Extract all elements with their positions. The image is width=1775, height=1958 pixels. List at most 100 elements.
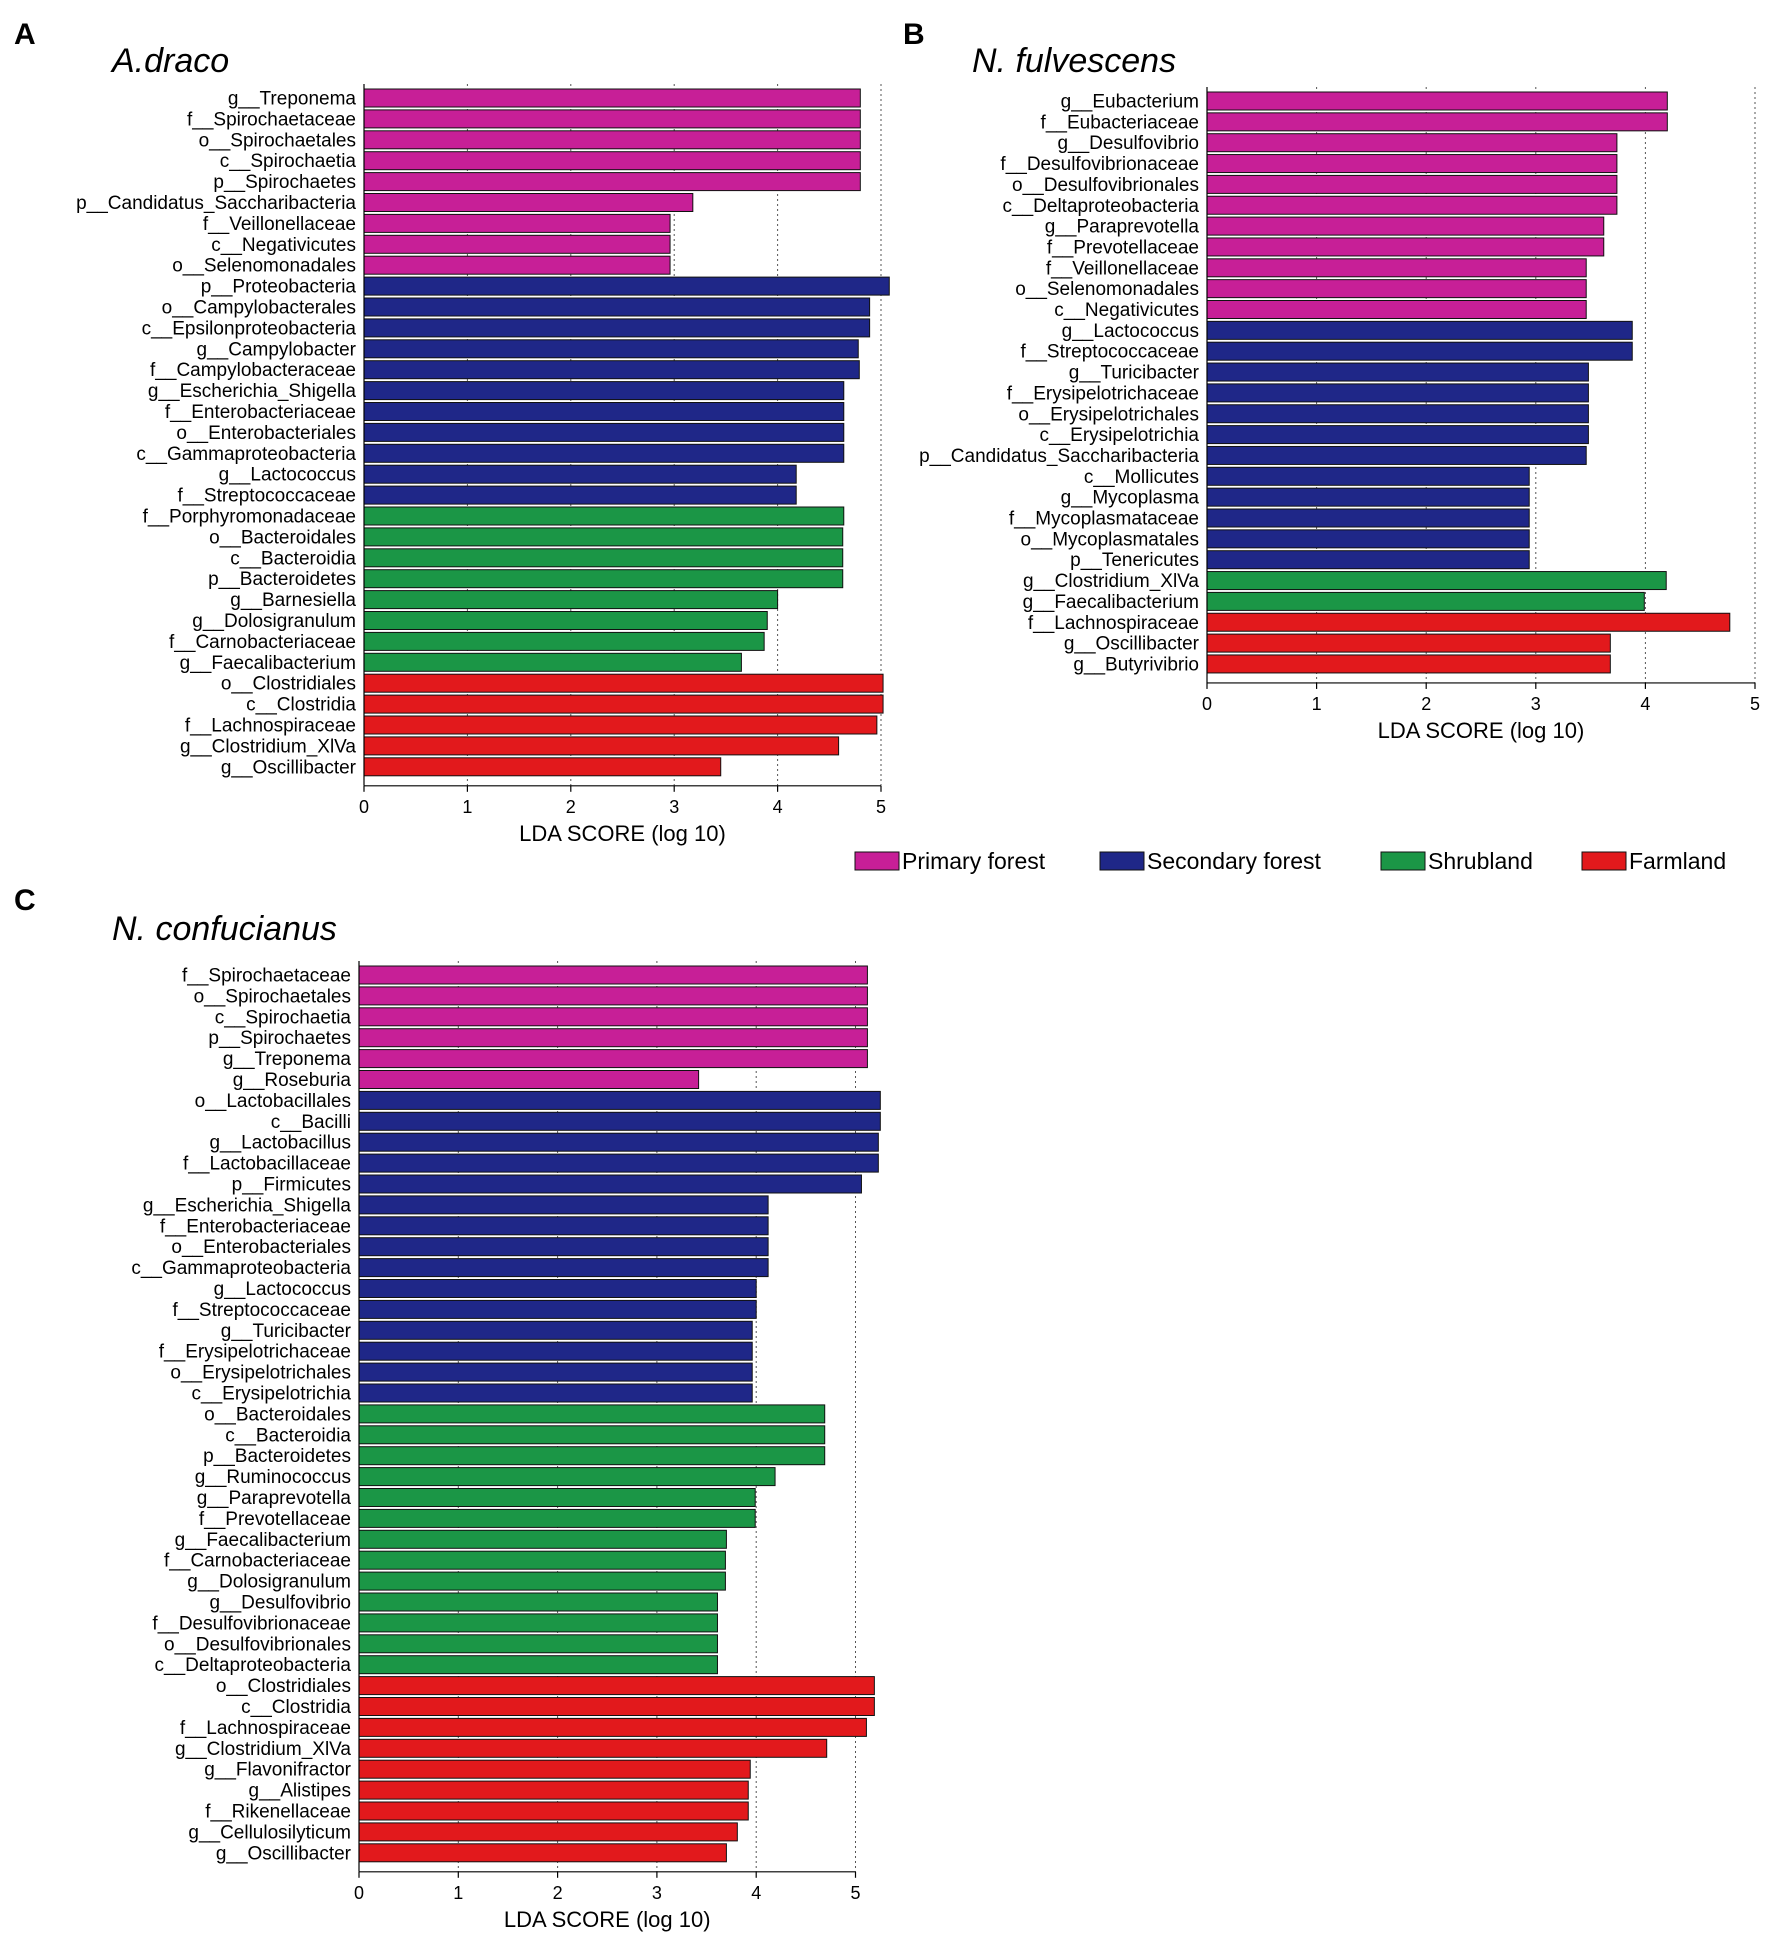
bar bbox=[358, 1132, 879, 1152]
category-label: c__Deltaproteobacteria bbox=[155, 1655, 352, 1676]
category-label: g__Escherichia_Shigella bbox=[143, 1195, 352, 1216]
category-label: g__Desulfovibrio bbox=[1057, 133, 1199, 154]
category-label: c__Spirochaetia bbox=[220, 151, 357, 172]
bar bbox=[1206, 508, 1530, 528]
bar bbox=[363, 673, 884, 693]
legend-label: Farmland bbox=[1629, 848, 1726, 874]
bar bbox=[363, 736, 840, 756]
bar bbox=[363, 548, 844, 568]
category-label: g__Faecalibacterium bbox=[180, 653, 356, 674]
category-label: o__Enterobacteriales bbox=[171, 1237, 351, 1258]
x-tick-label: 5 bbox=[876, 797, 886, 817]
category-label: f__Lachnospiraceae bbox=[180, 1718, 351, 1739]
category-label: c__Negativicutes bbox=[211, 235, 356, 256]
category-label: g__Clostridium_XlVa bbox=[175, 1739, 351, 1760]
category-label: o__Bacteroidales bbox=[204, 1404, 351, 1425]
legend-swatch bbox=[854, 851, 900, 871]
bar bbox=[358, 1174, 862, 1194]
bar bbox=[358, 1717, 867, 1737]
bar bbox=[1206, 404, 1589, 424]
category-label: f__Prevotellaceae bbox=[199, 1509, 351, 1530]
bar bbox=[358, 1843, 727, 1863]
bar bbox=[363, 631, 765, 651]
category-label: c__Mollicutes bbox=[1084, 467, 1199, 488]
panel-title: N. confucianus bbox=[112, 910, 337, 948]
category-label: p__Bacteroidetes bbox=[203, 1446, 351, 1467]
bar bbox=[1206, 571, 1667, 591]
bar bbox=[358, 1571, 726, 1591]
bar bbox=[358, 1237, 769, 1257]
bar bbox=[358, 1529, 727, 1549]
bar bbox=[358, 1299, 757, 1319]
panel-c-chart: C N. confucianus f__Spirochaetaceaeo__Spir… bbox=[14, 884, 881, 1932]
category-label: c__Erysipelotrichia bbox=[1040, 425, 1200, 446]
panel-a-chart: AA.dracog__Treponemaf__Spirochaetaceaeo_… bbox=[14, 18, 890, 846]
bar bbox=[358, 986, 868, 1006]
bar bbox=[1206, 91, 1668, 111]
bar bbox=[358, 1258, 769, 1278]
x-tick-label: 5 bbox=[1750, 694, 1760, 714]
bar bbox=[358, 1550, 726, 1570]
category-label: g__Paraprevotella bbox=[1045, 217, 1200, 238]
bar bbox=[1206, 133, 1618, 153]
bar bbox=[363, 360, 860, 380]
category-label: g__Faecalibacterium bbox=[1023, 592, 1199, 613]
bar bbox=[358, 1446, 826, 1466]
bar bbox=[363, 276, 890, 296]
category-label: f__Lachnospiraceae bbox=[185, 716, 356, 737]
bar bbox=[363, 485, 797, 505]
bar bbox=[358, 1320, 753, 1340]
bar bbox=[358, 1613, 718, 1633]
category-label: g__Dolosigranulum bbox=[187, 1572, 351, 1593]
x-tick-label: 3 bbox=[652, 1883, 662, 1903]
bar bbox=[358, 1738, 828, 1758]
category-label: p__Spirochaetes bbox=[208, 1028, 351, 1049]
bar bbox=[1206, 195, 1618, 215]
x-tick-label: 5 bbox=[850, 1883, 860, 1903]
bar bbox=[1206, 466, 1530, 486]
bar bbox=[1206, 174, 1618, 194]
category-label: g__Lactococcus bbox=[214, 1279, 351, 1300]
x-tick-label: 0 bbox=[354, 1883, 364, 1903]
bar bbox=[358, 1049, 868, 1069]
bar bbox=[358, 1488, 756, 1507]
bar bbox=[1206, 529, 1530, 549]
bar bbox=[1206, 591, 1645, 611]
category-label: f__Desulfovibrionaceae bbox=[1000, 154, 1199, 175]
category-label: g__Turicibacter bbox=[221, 1321, 352, 1342]
category-label: g__Treponema bbox=[223, 1049, 352, 1070]
category-label: f__Spirochaetaceae bbox=[187, 109, 356, 130]
bar bbox=[358, 1425, 826, 1445]
bar bbox=[1206, 300, 1587, 319]
category-label: f__Campylobacteraceae bbox=[150, 360, 356, 381]
legend-label: Secondary forest bbox=[1147, 848, 1321, 874]
bar bbox=[1206, 445, 1587, 465]
bar bbox=[358, 1153, 879, 1173]
category-label: o__Erysipelotrichales bbox=[1018, 404, 1199, 425]
bar bbox=[363, 151, 861, 171]
legend-swatch bbox=[1581, 851, 1627, 871]
category-label: c__Erysipelotrichia bbox=[192, 1384, 352, 1405]
panel-letter: C bbox=[14, 884, 36, 917]
bar bbox=[358, 1111, 881, 1131]
category-label: c__Gammaproteobacteria bbox=[131, 1258, 351, 1279]
category-label: o__Lactobacillales bbox=[195, 1091, 351, 1112]
bar bbox=[363, 402, 845, 421]
bar bbox=[358, 1592, 718, 1612]
bar bbox=[358, 1801, 749, 1821]
category-label: f__Erysipelotrichaceae bbox=[159, 1342, 351, 1363]
bar bbox=[363, 652, 742, 672]
category-label: o__Clostridiales bbox=[216, 1676, 351, 1697]
category-label: f__Streptococcaceae bbox=[177, 486, 356, 507]
bar bbox=[358, 1279, 757, 1298]
category-label: c__Spirochaetia bbox=[215, 1007, 352, 1028]
category-label: o__Selenomonadales bbox=[1015, 279, 1199, 300]
category-label: p__Spirochaetes bbox=[213, 172, 356, 193]
category-label: f__Carnobacteriaceae bbox=[169, 632, 356, 653]
x-tick-label: 2 bbox=[566, 797, 576, 817]
category-label: g__Mycoplasma bbox=[1061, 488, 1200, 509]
bar bbox=[1206, 216, 1605, 236]
bar bbox=[358, 1404, 826, 1424]
bar bbox=[1206, 550, 1530, 570]
